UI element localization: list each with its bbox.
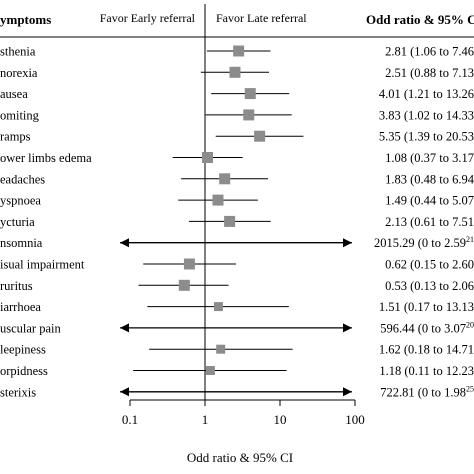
forest-row: ruritus 0.53 (0.13 to 2.06 <box>0 279 474 293</box>
forest-row: isual impairment 0.62 (0.15 to 2.60 <box>0 258 474 272</box>
forest-row: eadaches 1.83 (0.48 to 6.94 <box>0 172 474 186</box>
row-value: 1.08 (0.37 to 3.17 <box>385 151 474 165</box>
row-value: 0.62 (0.15 to 2.60 <box>385 258 474 272</box>
ci-arrow-right <box>343 387 352 397</box>
row-value: 1.18 (0.11 to 12.23 <box>379 364 474 378</box>
row-label: ramps <box>0 130 31 144</box>
point-estimate-marker <box>233 45 245 57</box>
point-estimate-marker <box>202 152 214 163</box>
x-axis-label: Odd ratio & 95% CI <box>187 450 293 465</box>
point-estimate-marker <box>219 173 231 185</box>
row-label: iarrhoea <box>0 300 41 314</box>
row-label: ower limbs edema <box>0 151 92 165</box>
point-estimate-marker <box>243 109 255 121</box>
ci-arrow-right <box>343 238 352 248</box>
forest-row: ausea 4.01 (1.21 to 13.26 <box>0 87 474 101</box>
row-value: 0.53 (0.13 to 2.06 <box>385 279 474 293</box>
point-estimate-marker <box>205 366 215 375</box>
row-value: 1.49 (0.44 to 5.07 <box>385 194 474 208</box>
forest-row: orpidness 1.18 (0.11 to 12.23 <box>0 364 474 378</box>
row-value: 5.35 (1.39 to 20.53 <box>379 130 474 144</box>
x-tick-label-0: 0.1 <box>122 412 138 427</box>
row-value: 1.51 (0.17 to 13.13 <box>379 300 474 314</box>
row-label: uscular pain <box>0 321 61 335</box>
point-estimate-marker <box>213 302 223 312</box>
row-value: 596.44 (0 to 3.0720 <box>380 320 474 335</box>
row-label: leepiness <box>0 343 46 357</box>
row-label: orpidness <box>0 364 48 378</box>
forest-row: ycturia 2.13 (0.61 to 7.51 <box>0 215 474 229</box>
ci-arrow-left <box>120 387 129 397</box>
forest-row: ower limbs edema 1.08 (0.37 to 3.17 <box>0 151 474 165</box>
favor-late-label: Favor Late referral <box>216 11 307 25</box>
favor-early-label: Favor Early referral <box>100 11 196 25</box>
x-tick-label-2: 10 <box>274 412 287 427</box>
point-estimate-marker <box>183 258 195 270</box>
x-tick-label-1: 1 <box>202 412 209 427</box>
row-label: sterixis <box>0 385 36 399</box>
row-value: 2.51 (0.88 to 7.13 <box>385 66 474 80</box>
row-value: 2.13 (0.61 to 7.51 <box>385 215 474 229</box>
column-header-odd-ratio: Odd ratio & 95% C <box>366 12 474 27</box>
row-label: ruritus <box>0 279 33 293</box>
point-estimate-marker <box>212 194 224 206</box>
row-label: ausea <box>0 87 28 101</box>
row-value: 4.01 (1.21 to 13.26 <box>379 87 474 101</box>
forest-row: uscular pain 596.44 (0 to 3.0720 <box>0 320 474 335</box>
point-estimate-marker <box>229 66 241 78</box>
forest-row: nsomnia 2015.29 (0 to 2.5921 <box>0 235 474 250</box>
forest-row: norexia 2.51 (0.88 to 7.13 <box>0 66 474 80</box>
forest-row: omiting 3.83 (1.02 to 14.33 <box>0 108 474 122</box>
forest-row: ramps 5.35 (1.39 to 20.53 <box>0 130 474 144</box>
column-header-symptoms: ymptoms <box>0 12 51 27</box>
row-label: sthenia <box>0 45 36 59</box>
ci-arrow-left <box>120 238 129 248</box>
point-estimate-marker <box>178 279 190 291</box>
point-estimate-marker <box>224 215 236 227</box>
row-value: 1.62 (0.18 to 14.71 <box>379 343 474 357</box>
point-estimate-marker <box>254 130 266 142</box>
row-label: nsomnia <box>0 236 43 250</box>
x-tick-label-3: 100 <box>345 412 365 427</box>
ci-arrow-right <box>343 323 352 333</box>
forest-row: leepiness 1.62 (0.18 to 14.71 <box>0 343 474 357</box>
forest-row: yspnoea 1.49 (0.44 to 5.07 <box>0 194 474 208</box>
row-label: yspnoea <box>0 194 41 208</box>
row-label: norexia <box>0 66 38 80</box>
row-value: 3.83 (1.02 to 14.33 <box>379 108 474 122</box>
row-label: omiting <box>0 108 40 122</box>
forest-row: sterixis 722.81 (0 to 1.9825 <box>0 384 474 399</box>
point-estimate-marker <box>216 344 226 354</box>
row-label: isual impairment <box>0 258 85 272</box>
row-value: 722.81 (0 to 1.9825 <box>380 384 474 399</box>
forest-row: iarrhoea 1.51 (0.17 to 13.13 <box>0 300 474 314</box>
row-value: 2.81 (1.06 to 7.46 <box>385 45 474 59</box>
row-label: eadaches <box>0 172 45 186</box>
ci-arrow-left <box>120 323 129 333</box>
forest-row: sthenia 2.81 (1.06 to 7.46 <box>0 45 474 59</box>
row-value: 1.83 (0.48 to 6.94 <box>385 172 474 186</box>
point-estimate-marker <box>244 88 256 100</box>
row-label: ycturia <box>0 215 35 229</box>
row-value: 2015.29 (0 to 2.5921 <box>374 235 474 250</box>
